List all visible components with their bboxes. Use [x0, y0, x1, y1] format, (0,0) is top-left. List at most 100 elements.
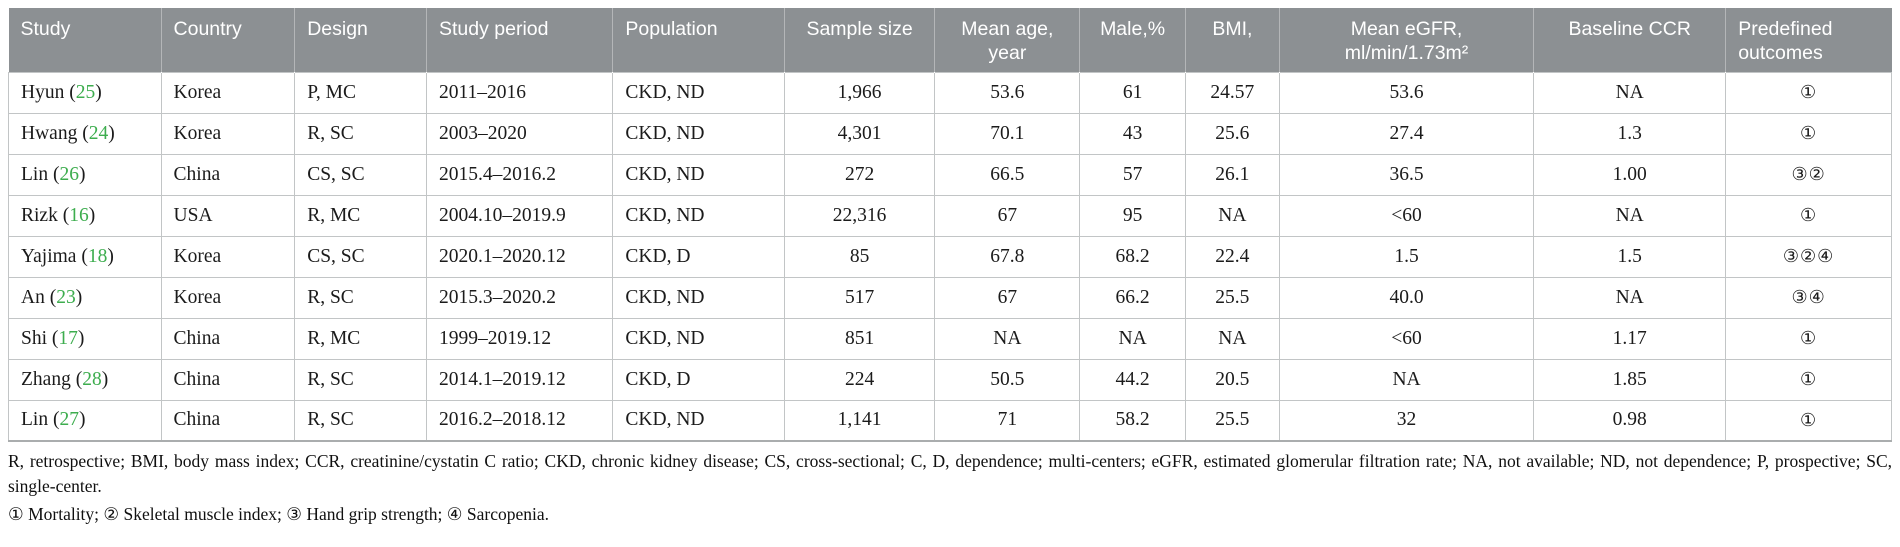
cell-egfr: NA [1278, 358, 1535, 401]
footnote-abbreviations: R, retrospective; BMI, body mass index; … [8, 451, 1892, 496]
cell-male-pct: 57 [1079, 153, 1186, 196]
cell-study: Lin (27) [8, 399, 162, 442]
cell-egfr: 53.6 [1278, 71, 1535, 114]
cell-study: Hyun (25) [8, 71, 162, 114]
cell-study-period: 1999–2019.12 [425, 317, 614, 360]
cell-bmi: NA [1184, 194, 1280, 237]
cell-design: CS, SC [294, 235, 427, 278]
citation-paren-close: ) [78, 409, 86, 431]
cell-bmi: 26.1 [1184, 153, 1280, 196]
cell-design: R, MC [294, 317, 427, 360]
cell-egfr: 1.5 [1278, 235, 1535, 278]
cell-baseline-ccr: 0.98 [1533, 399, 1727, 442]
cell-study: Zhang (28) [8, 358, 162, 401]
citation-ref[interactable]: 24 [88, 122, 109, 144]
citation-ref[interactable]: 26 [59, 163, 79, 185]
table-row: Zhang (28) China R, SC 2014.1–2019.12 CK… [8, 358, 1892, 401]
cell-mean-age: 67.8 [934, 235, 1081, 278]
cell-study: Rizk (16) [8, 194, 162, 237]
citation-paren-open: ( [77, 122, 89, 144]
table-row: Yajima (18) Korea CS, SC 2020.1–2020.12 … [8, 235, 1892, 278]
citation-ref[interactable]: 18 [87, 245, 108, 267]
citation-paren-open: ( [76, 245, 88, 267]
footnote-outcomes-legend: ① Mortality; ② Skeletal muscle index; ③ … [8, 503, 549, 524]
citation-paren-open: ( [44, 286, 57, 308]
study-name: Hyun [21, 81, 65, 103]
cell-study: Lin (26) [8, 153, 162, 196]
cell-mean-age: 67 [934, 194, 1081, 237]
cell-egfr: <60 [1278, 194, 1535, 237]
cell-baseline-ccr: 1.5 [1533, 235, 1727, 278]
cell-sample-size: 1,966 [783, 71, 936, 114]
cell-predefined-outcomes: ① [1725, 71, 1892, 114]
table-header: Study Country Design Study period Popula… [8, 8, 1892, 73]
cell-baseline-ccr: 1.3 [1533, 112, 1727, 155]
cell-egfr: 27.4 [1278, 112, 1535, 155]
cell-population: CKD, D [612, 358, 785, 401]
cell-population: CKD, D [612, 235, 785, 278]
col-header-male-pct: Male,% [1079, 8, 1186, 73]
cell-design: CS, SC [294, 153, 427, 196]
citation-paren-open: ( [48, 409, 60, 431]
cell-predefined-outcomes: ① [1725, 358, 1892, 401]
cell-bmi: 22.4 [1184, 235, 1280, 278]
cell-population: CKD, ND [612, 317, 785, 360]
citation-paren-close: ) [101, 368, 109, 390]
citation-paren-open: ( [48, 163, 60, 185]
cell-sample-size: 517 [783, 276, 936, 319]
citation-paren-close: ) [75, 286, 83, 308]
col-header-population: Population [612, 8, 785, 73]
cell-predefined-outcomes: ① [1725, 194, 1892, 237]
cell-study: Shi (17) [8, 317, 162, 360]
study-name: Hwang [21, 122, 78, 144]
citation-paren-open: ( [57, 204, 70, 226]
cell-predefined-outcomes: ③④ [1725, 276, 1892, 319]
cell-design: R, SC [294, 399, 427, 442]
cell-country: Korea [160, 235, 296, 278]
citation-paren-close: ) [108, 122, 115, 144]
col-header-study: Study [8, 8, 162, 73]
cell-country: USA [160, 194, 296, 237]
citation-ref[interactable]: 28 [82, 368, 102, 390]
table-row: Hyun (25) Korea P, MC 2011–2016 CKD, ND … [8, 71, 1892, 114]
cell-population: CKD, ND [612, 399, 785, 442]
cell-country: Korea [160, 71, 296, 114]
cell-sample-size: 1,141 [783, 399, 936, 442]
study-name: Lin [21, 163, 49, 185]
cell-baseline-ccr: NA [1533, 71, 1727, 114]
cell-mean-age: 67 [934, 276, 1081, 319]
cell-bmi: 25.6 [1184, 112, 1280, 155]
table-row: An (23) Korea R, SC 2015.3–2020.2 CKD, N… [8, 276, 1892, 319]
col-header-study-period: Study period [425, 8, 613, 73]
cell-population: CKD, ND [612, 112, 785, 155]
citation-ref[interactable]: 25 [75, 81, 96, 103]
table-row: Shi (17) China R, MC 1999–2019.12 CKD, N… [8, 317, 1892, 360]
table-figure: Study Country Design Study period Popula… [8, 8, 1892, 524]
table-body: Hyun (25) Korea P, MC 2011–2016 CKD, ND … [8, 71, 1892, 442]
cell-sample-size: 4,301 [783, 112, 936, 155]
cell-bmi: NA [1184, 317, 1280, 360]
cell-country: Korea [160, 112, 296, 155]
citation-ref[interactable]: 27 [59, 409, 79, 431]
cell-predefined-outcomes: ① [1725, 399, 1892, 442]
citation-paren-open: ( [47, 327, 59, 349]
cell-predefined-outcomes: ① [1725, 112, 1892, 155]
col-header-design: Design [294, 8, 427, 73]
cell-egfr: <60 [1278, 317, 1535, 360]
cell-design: R, MC [294, 194, 427, 237]
cell-sample-size: 272 [783, 153, 936, 196]
cell-country: China [160, 399, 296, 442]
col-header-country: Country [160, 8, 295, 73]
citation-ref[interactable]: 23 [56, 286, 76, 308]
citation-ref[interactable]: 16 [69, 204, 89, 226]
citation-paren-close: ) [78, 163, 86, 185]
cell-male-pct: 66.2 [1079, 276, 1186, 319]
cell-study-period: 2003–2020 [425, 112, 614, 155]
cell-study-period: 2011–2016 [425, 71, 614, 114]
cell-study-period: 2020.1–2020.12 [425, 235, 614, 278]
citation-ref[interactable]: 17 [58, 327, 78, 349]
cell-study-period: 2014.1–2019.12 [425, 358, 614, 401]
study-name: Yajima [21, 245, 77, 267]
cell-mean-age: NA [934, 317, 1081, 360]
table-row: Hwang (24) Korea R, SC 2003–2020 CKD, ND… [8, 112, 1892, 155]
